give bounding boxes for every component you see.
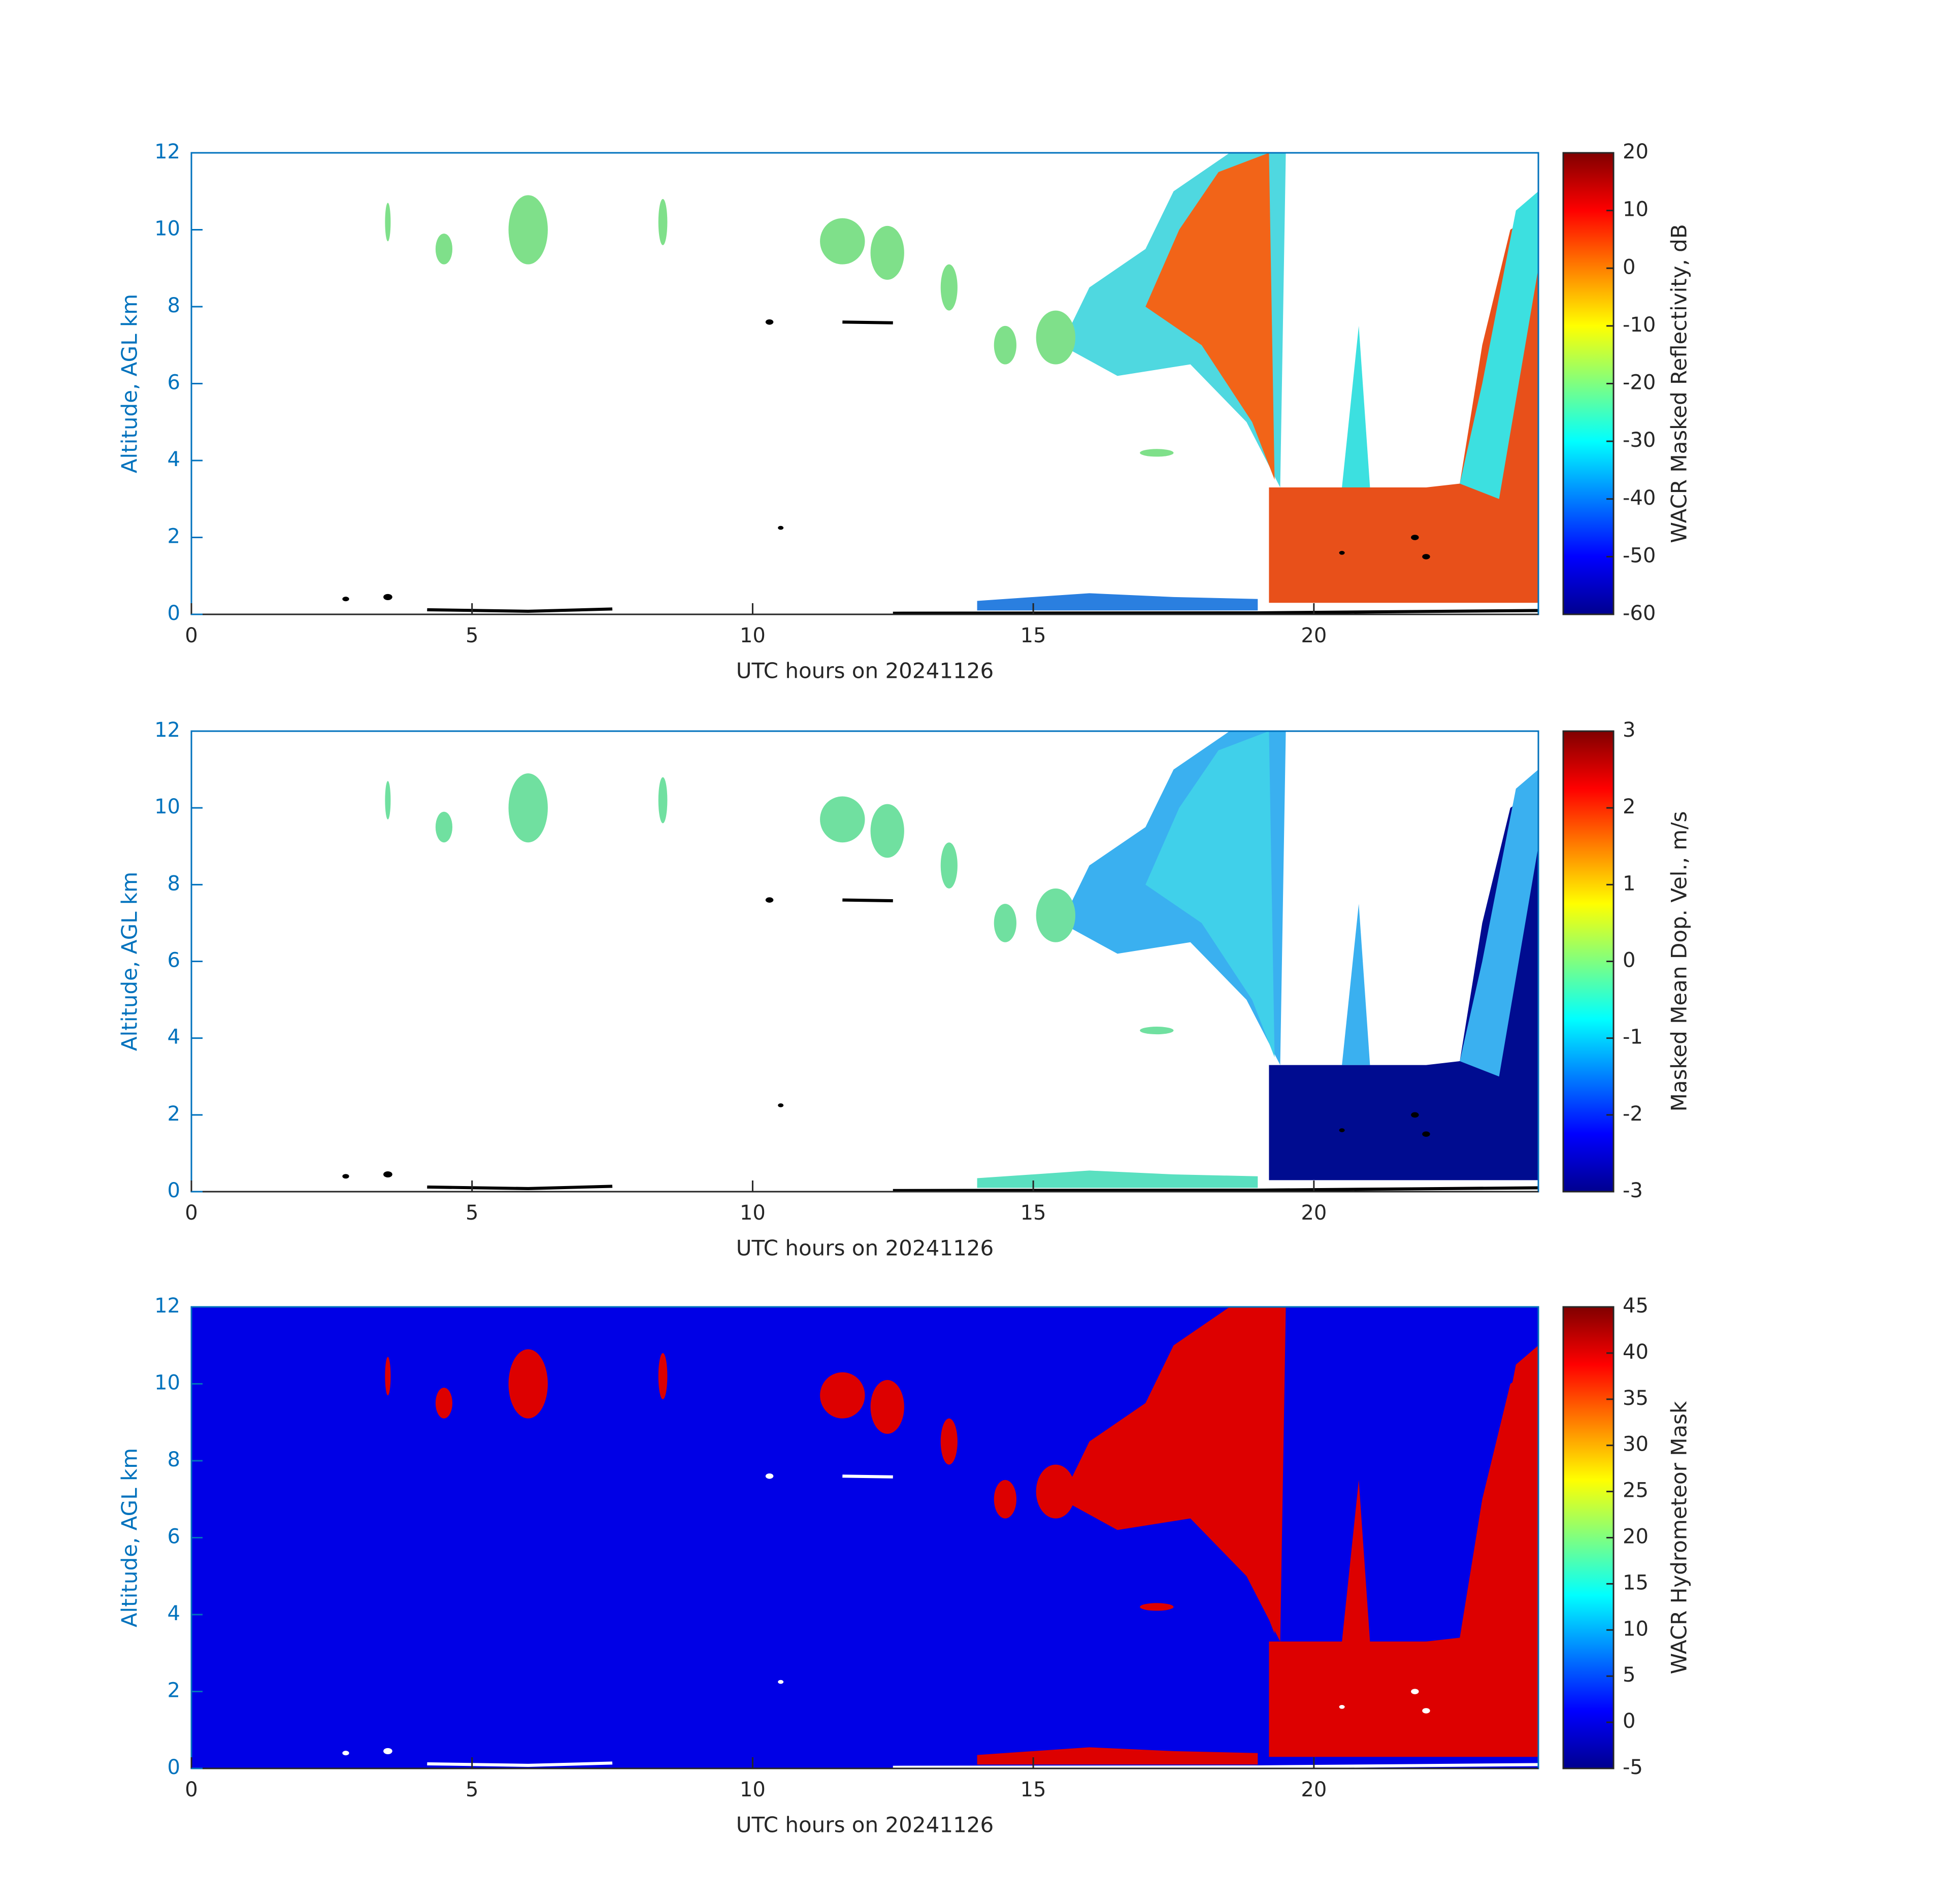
colorbar-tick-label: 0	[1623, 1710, 1635, 1733]
y-tick-label: 2	[168, 1102, 180, 1126]
y-tick-label: 4	[168, 448, 180, 471]
x-tick-label: 10	[740, 1201, 766, 1225]
colorbar-tick-label: -2	[1623, 1102, 1643, 1126]
colorbar-tick-label: -5	[1623, 1756, 1643, 1779]
y-tick-label: 6	[168, 371, 180, 395]
x-tick-label: 5	[466, 624, 478, 647]
colorbar	[1562, 730, 1615, 1193]
x-tick-label: 15	[1021, 624, 1046, 647]
x-tick-label: 0	[185, 624, 198, 647]
colorbar	[1562, 152, 1615, 615]
heatmap-field	[191, 153, 1538, 614]
x-tick-label: 20	[1301, 624, 1327, 647]
x-tick-label: 0	[185, 1778, 198, 1801]
colorbar-tick-label: 1	[1623, 872, 1635, 895]
y-tick-label: 0	[168, 1179, 180, 1202]
heatmap-field	[191, 1307, 1538, 1768]
colorbar-tick-label: -3	[1623, 1179, 1643, 1202]
y-tick-label: 2	[168, 1679, 180, 1702]
heatmap-field	[191, 731, 1538, 1192]
colorbar-label: WACR Hydrometeor Mask	[1667, 1401, 1692, 1674]
colorbar-tick-label: 5	[1623, 1663, 1635, 1687]
x-axis-label: UTC hours on 20241126	[736, 1813, 994, 1837]
y-axis-label: Altitude, AGL km	[117, 872, 142, 1051]
colorbar-tick-label: -20	[1623, 371, 1656, 395]
colorbar-tick-label: -30	[1623, 429, 1656, 452]
colorbar-tick-label: 0	[1623, 255, 1635, 279]
colorbar-tick-label: 2	[1623, 795, 1635, 818]
y-tick-label: 4	[168, 1026, 180, 1049]
colorbar-tick-label: 25	[1623, 1479, 1649, 1502]
colorbar-tick-label: 3	[1623, 718, 1635, 742]
colorbar-tick-label: 30	[1623, 1433, 1649, 1456]
x-axis-label: UTC hours on 20241126	[736, 659, 994, 683]
x-tick-label: 0	[185, 1201, 198, 1225]
colorbar-tick-label: -50	[1623, 544, 1656, 567]
y-tick-label: 12	[154, 1294, 180, 1318]
colorbar-tick-label: 10	[1623, 198, 1649, 221]
colorbar-tick-label: -60	[1623, 602, 1656, 625]
colorbar-tick-label: 20	[1623, 140, 1649, 163]
colorbar-tick-label: 35	[1623, 1387, 1649, 1410]
heatmap-image	[191, 1307, 1538, 1768]
y-tick-label: 0	[168, 1756, 180, 1779]
colorbar-tick-label: 20	[1623, 1525, 1649, 1549]
x-axis-label: UTC hours on 20241126	[736, 1236, 994, 1261]
colorbar-tick-label: 0	[1623, 949, 1635, 972]
x-tick-label: 10	[740, 1778, 766, 1801]
colorbar-tick-label: 40	[1623, 1340, 1649, 1364]
y-tick-label: 6	[168, 1525, 180, 1549]
y-axis-label: Altitude, AGL km	[117, 1448, 142, 1627]
x-tick-label: 20	[1301, 1778, 1327, 1801]
colorbar-tick-label: -40	[1623, 486, 1656, 510]
x-tick-label: 15	[1021, 1778, 1046, 1801]
colorbar-tick-label: 15	[1623, 1571, 1649, 1594]
y-tick-label: 6	[168, 949, 180, 972]
y-tick-label: 12	[154, 140, 180, 163]
x-tick-label: 5	[466, 1778, 478, 1801]
y-tick-label: 10	[154, 1371, 180, 1395]
y-tick-label: 2	[168, 525, 180, 548]
y-axis-label: Altitude, AGL km	[117, 294, 142, 473]
y-tick-label: 8	[168, 294, 180, 317]
colorbar-tick-label: -1	[1623, 1026, 1643, 1049]
heatmap-image	[191, 731, 1538, 1192]
y-tick-label: 8	[168, 872, 180, 895]
heatmap-image	[191, 153, 1538, 614]
colorbar-tick-label: 45	[1623, 1294, 1649, 1318]
y-tick-label: 4	[168, 1602, 180, 1625]
y-tick-label: 0	[168, 602, 180, 625]
y-tick-label: 12	[154, 718, 180, 742]
colorbar-label: WACR Masked Reflectivity, dB	[1667, 224, 1692, 543]
colorbar-tick-label: -10	[1623, 313, 1656, 337]
x-tick-label: 5	[466, 1201, 478, 1225]
colorbar-label: Masked Mean Dop. Vel., m/s	[1667, 811, 1692, 1112]
y-tick-label: 10	[154, 795, 180, 818]
y-tick-label: 8	[168, 1448, 180, 1471]
x-tick-label: 20	[1301, 1201, 1327, 1225]
colorbar-tick-label: 10	[1623, 1617, 1649, 1640]
colorbar	[1562, 1306, 1615, 1769]
y-tick-label: 10	[154, 217, 180, 241]
x-tick-label: 15	[1021, 1201, 1046, 1225]
x-tick-label: 10	[740, 624, 766, 647]
